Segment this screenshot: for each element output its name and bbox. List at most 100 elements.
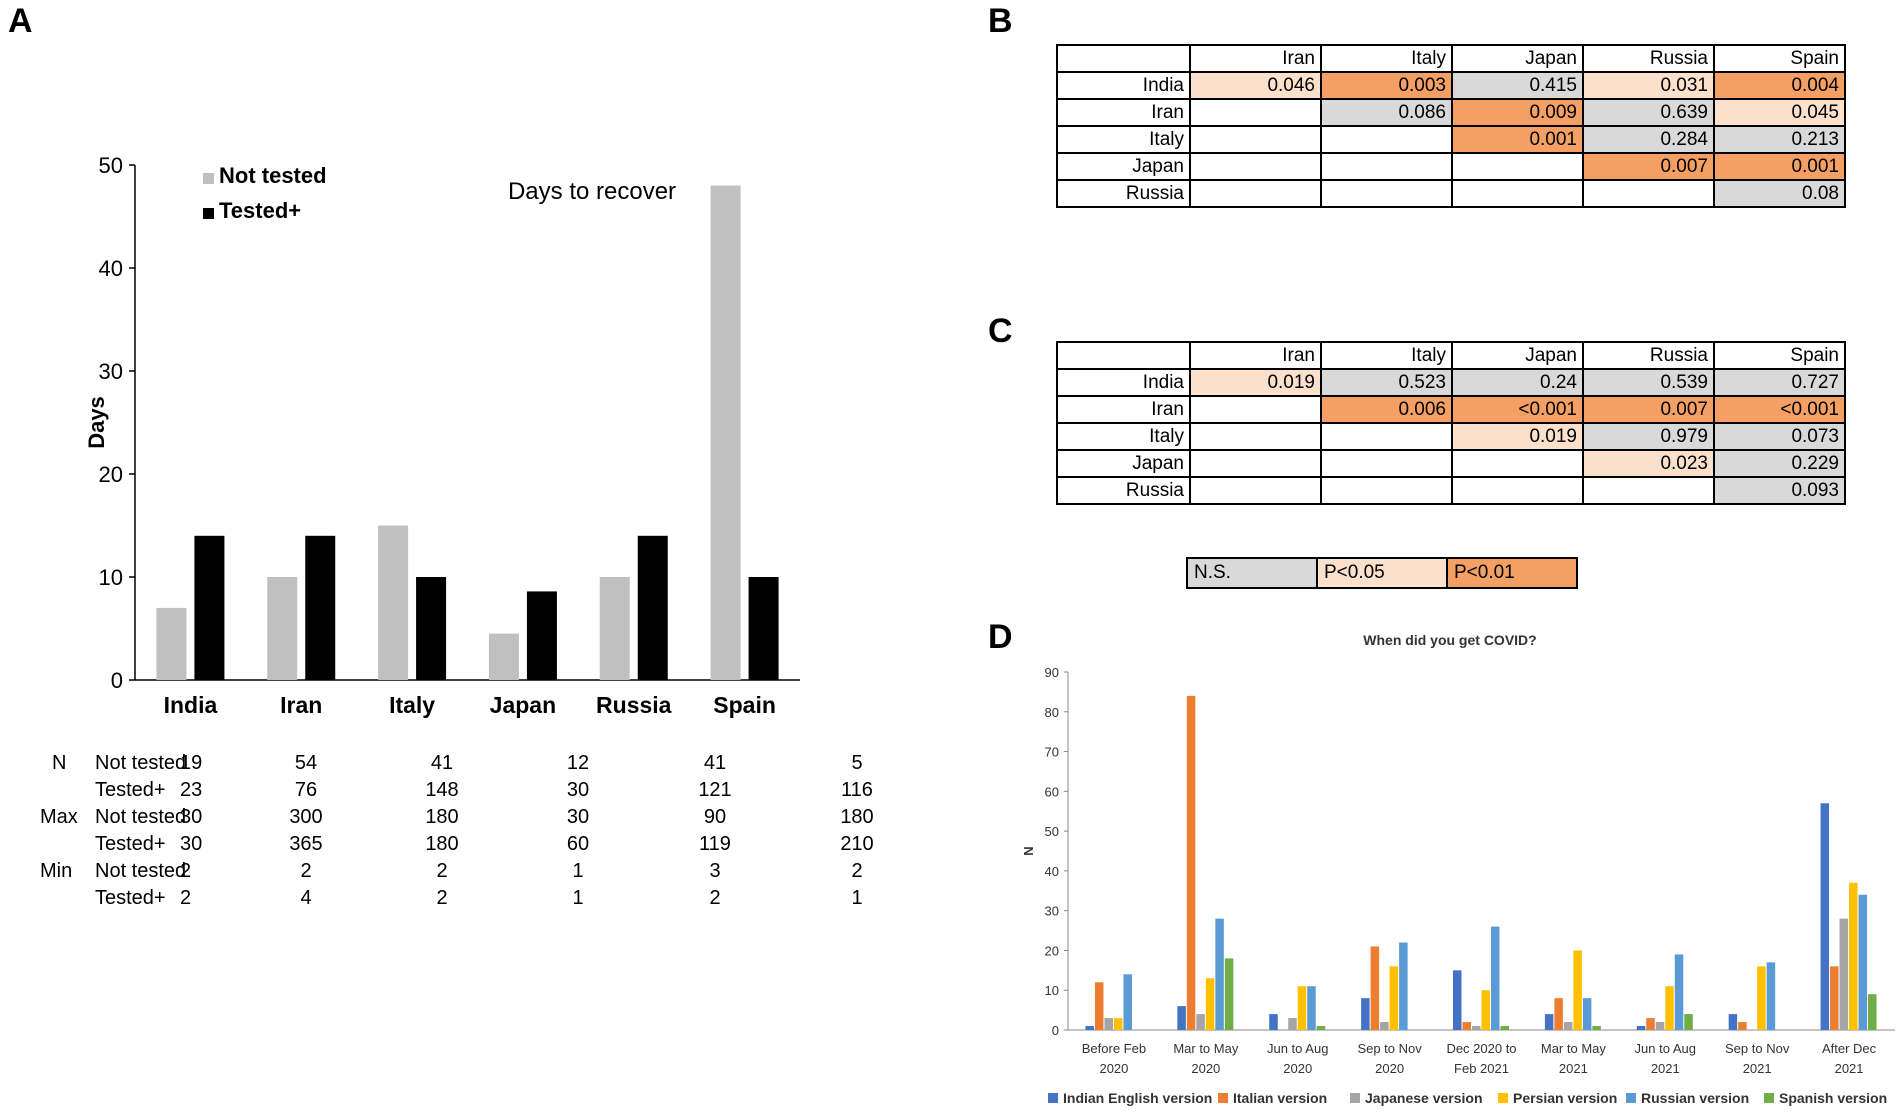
table-row: Italy 0.001 0.284 0.213 [1056,125,1846,154]
stats-cell: 1 [572,860,584,882]
category-label: Italy [389,692,435,718]
stats-cell: 90 [703,806,727,828]
p-value-cell: 0.213 [1713,125,1846,154]
column-header: Japan [1451,341,1584,370]
p-value-cell: 0.08 [1713,179,1846,208]
stats-cell: 116 [841,779,873,801]
bar-japanese-version-cat3 [1380,1022,1389,1030]
stats-cell: 300 [289,806,323,828]
p-value-cell [1582,179,1715,208]
column-header: Russia [1582,44,1715,73]
row-label: Japan [1056,152,1191,181]
p-value-cell: 0.031 [1582,71,1715,100]
p-value-cell [1189,152,1322,181]
y-tick-label: 20 [1045,943,1059,958]
p-value-cell: 0.24 [1451,368,1584,397]
legend-label: Spanish version [1779,1090,1888,1106]
p-value-cell: 0.979 [1582,422,1715,451]
bar-russian-version-cat6 [1674,954,1684,1030]
panel-label-b: B [988,2,1013,40]
p-value-cell: 0.229 [1713,449,1846,478]
category-label: Russia [596,692,672,718]
stats-group-label: Min [40,860,73,882]
stats-row-label: Not tested [95,806,187,828]
p-value-cell: 0.415 [1451,71,1584,100]
y-tick-label: 0 [1052,1023,1059,1038]
table-row: India 0.019 0.523 0.24 0.539 0.727 [1056,368,1846,397]
p-value-cell: 0.019 [1451,422,1584,451]
p-value-cell: 0.006 [1320,395,1453,424]
category-label: Jun to Aug [1635,1041,1696,1056]
p-value-cell: 0.046 [1189,71,1322,100]
legend-swatch [1626,1093,1636,1103]
bar-not-tested-italy [378,525,409,680]
bar-japanese-version-cat6 [1655,1022,1665,1030]
y-axis-label: N [1021,846,1036,855]
panel-label-a: A [8,2,33,40]
y-tick-label: 30 [1045,904,1059,919]
bar-indian-english-version-cat6 [1636,1026,1646,1030]
stats-row-label: Not tested [95,752,187,774]
legend-item: Russian version [1626,1090,1749,1106]
p-value-cell [1189,449,1322,478]
bar-indian-english-version-cat1 [1177,1006,1186,1030]
p-value-cell: 0.727 [1713,368,1846,397]
bar-italian-version-cat1 [1186,695,1196,1030]
bar-persian-version-cat4 [1481,990,1490,1030]
legend-item: Persian version [1498,1090,1617,1106]
stats-cell: 180 [425,806,459,828]
table-row: Iran 0.006 <0.001 0.007 <0.001 [1056,395,1846,424]
p-value-cell [1320,422,1453,451]
stats-cell: 2 [709,887,721,909]
row-label: Russia [1056,476,1191,505]
legend-swatch [1350,1093,1360,1103]
bar-spanish-version-cat2 [1316,1026,1326,1030]
category-label: 2020 [1283,1061,1312,1076]
bar-persian-version-cat3 [1389,966,1399,1030]
stats-cell: 12 [566,752,590,774]
stats-cell: 180 [840,806,874,828]
stats-cell: 365 [289,833,323,855]
stats-cell: 180 [425,833,459,855]
bar-japanese-version-cat2 [1288,1018,1297,1030]
legend-p05: P<0.05 [1316,557,1448,589]
category-label: 2021 [1835,1061,1864,1076]
row-label: India [1056,71,1191,100]
p-value-cell: 0.019 [1189,368,1322,397]
legend-item: Indian English version [1048,1090,1212,1106]
p-value-cell [1189,476,1322,505]
bar-persian-version-cat6 [1665,986,1674,1030]
legend-label: Persian version [1513,1090,1618,1106]
category-label: 2020 [1375,1061,1404,1076]
table-corner-cell [1056,341,1191,370]
bar-japanese-version-cat4 [1472,1026,1481,1030]
p-value-cell: <0.001 [1713,395,1846,424]
stats-cell: 30 [180,806,203,828]
p-value-cell [1320,125,1453,154]
y-tick-label: 30 [99,359,123,384]
stats-cell: 2 [436,860,448,882]
category-label: 2020 [1191,1061,1220,1076]
bar-indian-english-version-cat8 [1820,803,1830,1030]
table-row: Russia 0.093 [1056,476,1846,505]
column-header: Russia [1582,341,1715,370]
y-tick-label: 90 [1045,665,1059,680]
p-value-cell: 0.023 [1582,449,1715,478]
p-value-cell [1451,449,1584,478]
stats-cell: 148 [425,779,459,801]
category-label: 2021 [1743,1061,1772,1076]
p-value-cell: 0.009 [1451,98,1584,127]
category-label: Japan [490,692,556,718]
column-header: Italy [1320,341,1453,370]
bar-persian-version-cat1 [1205,978,1215,1030]
stats-row-label: Tested+ [95,779,166,801]
bar-japanese-version-cat0 [1104,1018,1113,1030]
row-label: Italy [1056,125,1191,154]
p-value-cell: 0.004 [1713,71,1846,100]
stats-cell: 23 [180,779,203,801]
table-row: Japan 0.023 0.229 [1056,449,1846,478]
bar-japanese-version-cat5 [1563,1022,1573,1030]
table-row: Russia 0.08 [1056,179,1846,208]
category-label: Before Feb [1082,1041,1146,1056]
legend-label: Tested+ [219,198,301,223]
